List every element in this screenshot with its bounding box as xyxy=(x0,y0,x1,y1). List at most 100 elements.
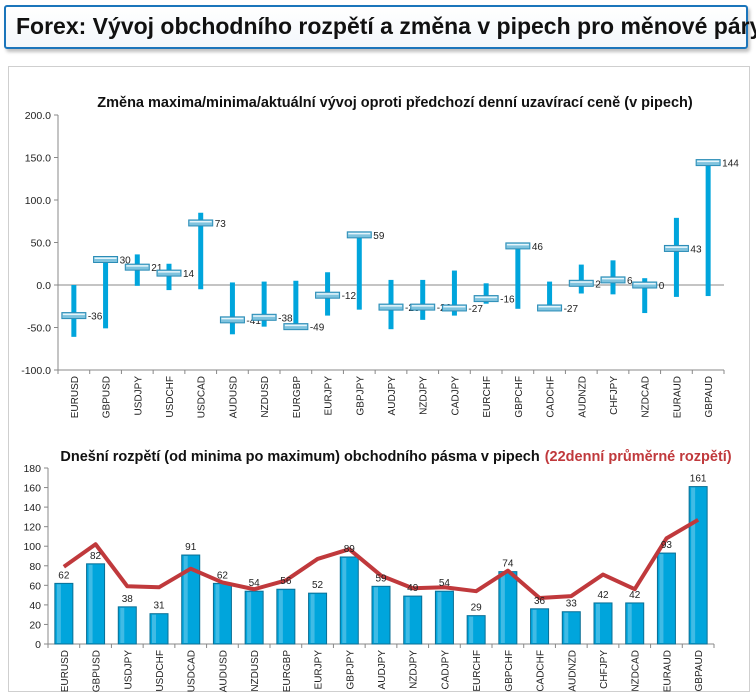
daily-range-bar xyxy=(54,582,74,645)
current-marker xyxy=(124,263,150,271)
current-marker xyxy=(156,269,182,277)
x-tick-label: AUDJPY xyxy=(387,376,398,416)
y-tick-label: 50.0 xyxy=(31,238,52,250)
current-marker-highlight xyxy=(284,324,307,327)
range-bar xyxy=(293,280,299,326)
bar-value-label: 93 xyxy=(661,540,673,551)
current-marker-highlight xyxy=(221,317,244,320)
range-bar xyxy=(673,217,679,297)
y-tick-label: 0 xyxy=(35,639,41,651)
range-bar xyxy=(705,160,711,297)
x-tick-label: GBPJPY xyxy=(355,376,366,416)
daily-range-bar xyxy=(561,611,581,645)
current-value-label: -49 xyxy=(310,323,325,334)
bar-highlight xyxy=(691,487,696,643)
bar-highlight xyxy=(500,572,505,643)
daily-range-bar xyxy=(688,486,708,645)
y-tick-label: 150.0 xyxy=(25,153,51,165)
current-value-label: 43 xyxy=(690,244,702,255)
current-value-label: 21 xyxy=(151,263,163,274)
bar-value-label: 62 xyxy=(58,570,70,581)
daily-range-bar xyxy=(339,556,359,645)
x-tick-label: USDJPY xyxy=(123,650,134,690)
bar-value-label: 31 xyxy=(153,601,165,612)
current-marker xyxy=(695,159,721,167)
range-bar xyxy=(420,279,426,320)
range-chart-title: Změna maxima/minima/aktuální vývoj oprot… xyxy=(97,95,693,111)
bar-highlight xyxy=(596,603,600,643)
y-tick-label: 60 xyxy=(29,580,41,592)
current-marker-highlight xyxy=(633,283,656,285)
y-tick-label: -50.0 xyxy=(27,323,51,335)
daily-chart-title-main: Dnešní rozpětí (od minima po maximum) ob… xyxy=(60,449,539,465)
range-bar xyxy=(166,263,172,291)
bar-highlight xyxy=(56,584,61,643)
x-tick-label: EURUSD xyxy=(70,376,81,418)
y-tick-label: 140 xyxy=(23,502,41,514)
current-marker xyxy=(283,323,309,331)
bar-value-label: 54 xyxy=(439,578,451,589)
current-value-label: -16 xyxy=(500,295,515,306)
y-tick-label: 20 xyxy=(29,619,41,631)
current-marker-highlight xyxy=(380,305,402,307)
y-tick-label: 0.0 xyxy=(36,280,51,292)
x-tick-label: EURJPY xyxy=(324,376,335,416)
bar-value-label: 74 xyxy=(502,559,514,570)
bar-highlight xyxy=(342,557,347,643)
current-marker xyxy=(663,244,689,252)
x-tick-label: NZDUSD xyxy=(260,376,271,418)
current-marker-highlight xyxy=(665,246,688,248)
x-tick-label: CHFJPY xyxy=(609,376,620,415)
current-value-label: 0 xyxy=(659,281,665,292)
x-tick-label: NZDCAD xyxy=(631,650,642,692)
current-marker-highlight xyxy=(570,281,593,283)
x-tick-label: EURUSD xyxy=(60,650,71,692)
x-tick-label: AUDUSD xyxy=(228,376,239,418)
bar-value-label: 161 xyxy=(690,474,707,485)
daily-range-bar xyxy=(403,595,423,645)
daily-range-bar xyxy=(181,554,201,645)
bar-value-label: 52 xyxy=(312,580,324,591)
bar-value-label: 42 xyxy=(629,590,641,601)
range-change-chart: Změna maxima/minima/aktuální vývoj oprot… xyxy=(21,95,739,419)
current-marker xyxy=(251,313,277,321)
x-tick-label: GBPJPY xyxy=(345,650,356,690)
current-marker-highlight xyxy=(538,305,561,308)
daily-range-bar xyxy=(308,592,328,645)
range-bar xyxy=(515,245,521,309)
current-marker-highlight xyxy=(348,232,371,235)
bar-highlight xyxy=(532,609,537,643)
x-tick-label: EURGBP xyxy=(282,650,293,693)
x-tick-label: NZDJPY xyxy=(409,650,420,689)
bar-highlight xyxy=(310,594,315,643)
current-marker-highlight xyxy=(475,296,498,299)
x-tick-label: USDCHF xyxy=(155,650,166,692)
current-value-label: -27 xyxy=(468,304,483,315)
page-title: Forex: Vývoj obchodního rozpětí a změna … xyxy=(16,13,756,39)
daily-range-bar xyxy=(149,613,169,645)
y-tick-label: 160 xyxy=(23,483,41,495)
current-marker-highlight xyxy=(158,271,180,273)
current-marker-highlight xyxy=(316,293,339,295)
daily-range-bar xyxy=(117,606,137,645)
bar-highlight xyxy=(374,587,378,643)
bar-highlight xyxy=(278,590,283,643)
range-bar xyxy=(483,283,489,304)
current-marker-highlight xyxy=(443,305,466,308)
current-value-label: 144 xyxy=(722,159,739,170)
current-value-label: 2 xyxy=(595,279,601,290)
current-value-label: 6 xyxy=(627,276,633,287)
bar-highlight xyxy=(215,584,220,643)
bar-highlight xyxy=(88,564,93,643)
bar-highlight xyxy=(627,603,632,643)
range-bar xyxy=(261,281,267,327)
bar-highlight xyxy=(564,612,569,643)
daily-range-bar xyxy=(530,608,550,645)
y-tick-label: 40 xyxy=(29,600,41,612)
bar-highlight xyxy=(405,597,410,643)
x-tick-label: EURGBP xyxy=(292,376,303,419)
current-marker xyxy=(410,303,436,311)
current-value-label: 59 xyxy=(373,231,385,242)
range-bar xyxy=(547,281,553,311)
bar-value-label: 91 xyxy=(185,542,197,553)
